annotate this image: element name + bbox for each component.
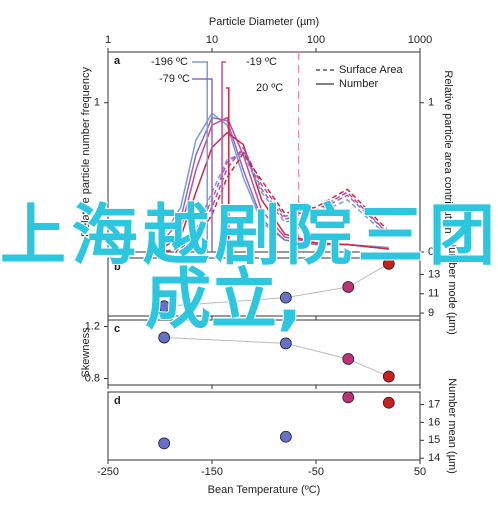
y-tick-label: 0 — [94, 246, 100, 258]
x-tick-label: 1 — [105, 34, 111, 46]
mode-line — [192, 61, 208, 252]
panel-letter: c — [114, 323, 120, 335]
panel-letter: a — [114, 55, 121, 67]
y-axis-label: Relative particle number frequency — [80, 67, 92, 237]
y-tick-label: 0.8 — [85, 372, 100, 384]
series-line — [157, 131, 389, 252]
x-tick-label: 50 — [414, 466, 426, 478]
series-line — [157, 149, 390, 253]
point — [158, 331, 171, 344]
y2-axis-label: Number mean (µm) — [446, 378, 458, 474]
mode-line — [226, 87, 230, 252]
series-line — [157, 146, 390, 253]
overlay-line: 成立, — [145, 261, 302, 338]
y-tick-label: 11 — [428, 288, 439, 300]
point — [342, 281, 355, 293]
series-line — [157, 152, 390, 253]
point — [279, 430, 292, 443]
x-tick-label: -150 — [201, 466, 223, 478]
y-axis-label: Skewness — [80, 327, 92, 378]
panel-letter: b — [114, 261, 121, 273]
y-tick-label: 16 — [428, 416, 440, 428]
y2-tick-label: 1 — [428, 97, 434, 109]
legend-label: Surface Area — [339, 64, 403, 76]
mode-label: -19 ºC — [246, 56, 277, 68]
mode-label: -196 ºC — [151, 56, 188, 68]
panel-frame — [107, 391, 421, 461]
x-tick-label: 100 — [307, 34, 325, 46]
x-tick-label: 10 — [206, 34, 218, 46]
mode-line — [192, 78, 213, 252]
legend-label: Number — [339, 78, 378, 90]
point — [342, 353, 355, 365]
point — [342, 391, 355, 404]
point — [158, 437, 171, 450]
series-line — [157, 152, 390, 253]
x-tick-label: 1000 — [408, 34, 432, 46]
x-axis-label: Bean Temperature (ºC) — [208, 484, 321, 496]
x-tick-label: -50 — [308, 466, 324, 478]
panel-letter: d — [114, 395, 121, 407]
x-axis-label: Particle Diameter (µm) — [209, 16, 319, 28]
mode-label: -79 ºC — [159, 73, 190, 85]
point — [382, 396, 395, 409]
overlay-line: 上海越剧院三团 — [0, 197, 495, 274]
trend-line — [164, 337, 389, 378]
point — [158, 300, 171, 313]
panel-frame — [107, 319, 421, 386]
mode-label: 20 ºC — [256, 82, 283, 94]
series-line — [157, 116, 389, 250]
point — [382, 257, 395, 270]
point — [279, 337, 292, 350]
y-tick-label: 1.2 — [85, 320, 100, 332]
x-tick-label: -250 — [97, 466, 119, 478]
panel-frame — [107, 51, 421, 253]
panel-frame — [107, 257, 421, 317]
y-tick-label: 17 — [428, 398, 440, 410]
point — [382, 370, 395, 383]
y-tick-label: 13 — [428, 268, 440, 280]
trend-line — [164, 263, 390, 307]
y-tick-label: 9 — [428, 307, 434, 319]
y-tick-label: 15 — [428, 434, 440, 446]
y-tick-label: 14 — [428, 452, 440, 464]
y2-tick-label: 0 — [428, 246, 434, 258]
y-tick-label: 1 — [94, 97, 100, 109]
point — [279, 291, 292, 304]
mode-line — [221, 61, 226, 252]
y2-axis-label: Relative particle area contribution — [442, 70, 454, 233]
y2-axis-label: Number mode (µm) — [446, 239, 458, 335]
